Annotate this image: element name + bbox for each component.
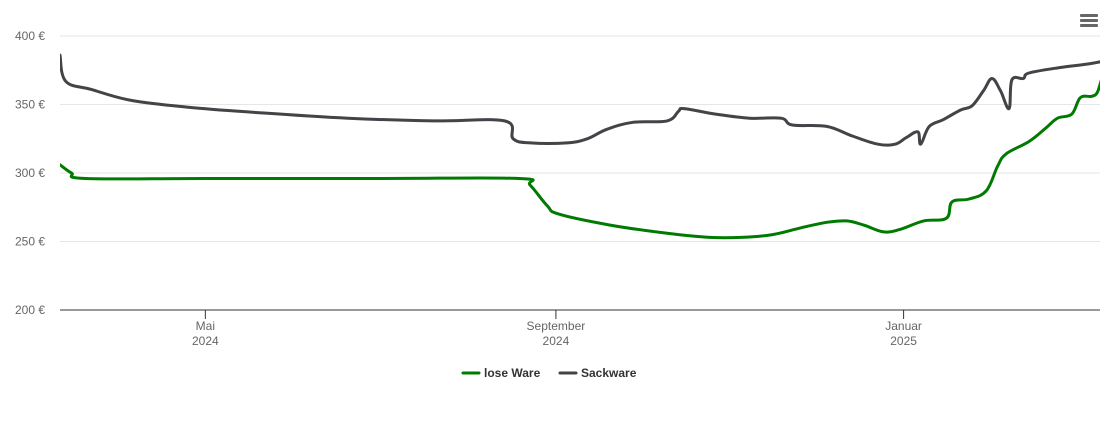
- series-lines: [60, 53, 1100, 240]
- x-tick-label-year: 2024: [192, 334, 219, 348]
- series-line-sackware: [60, 53, 1100, 147]
- y-tick-label: 350 €: [15, 98, 45, 112]
- x-tick-label-month: Januar: [885, 319, 922, 333]
- x-tick-label-year: 2025: [890, 334, 917, 348]
- hamburger-menu-icon-bar: [1080, 24, 1098, 27]
- legend-label: Sackware: [581, 366, 637, 380]
- y-tick-label: 250 €: [15, 235, 45, 249]
- legend-label: lose Ware: [484, 366, 541, 380]
- legend: lose Ware Sackware: [461, 366, 637, 380]
- hamburger-menu-icon-bar: [1080, 19, 1098, 22]
- chart-menu-button[interactable]: [1078, 12, 1100, 32]
- y-tick-label: 300 €: [15, 166, 45, 180]
- legend-item-lose-ware[interactable]: lose Ware: [461, 366, 541, 380]
- hamburger-menu-icon: [1080, 14, 1098, 17]
- x-tick-label-year: 2024: [543, 334, 570, 348]
- y-axis-labels: 200 € 250 € 300 € 350 € 400 €: [15, 29, 45, 317]
- y-tick-label: 400 €: [15, 29, 45, 43]
- y-tick-label: 200 €: [15, 303, 45, 317]
- x-tick-label-month: Mai: [196, 319, 215, 333]
- x-tick-label-month: September: [527, 319, 586, 333]
- legend-item-sackware[interactable]: Sackware: [558, 366, 637, 380]
- grid-lines: [60, 35, 1100, 242]
- series-line-lose-ware: [60, 79, 1100, 240]
